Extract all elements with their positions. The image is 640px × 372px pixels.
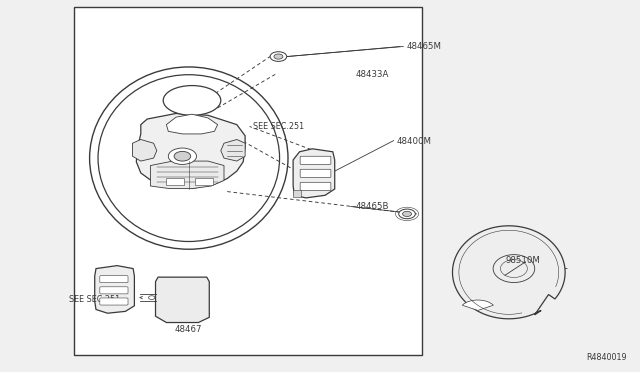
Text: SEE SEC.251: SEE SEC.251 [69, 295, 120, 304]
Polygon shape [150, 161, 224, 189]
Circle shape [270, 52, 287, 61]
Text: 48465M: 48465M [406, 42, 442, 51]
Text: 48465B: 48465B [355, 202, 388, 211]
Circle shape [174, 151, 191, 161]
FancyBboxPatch shape [100, 298, 128, 305]
Text: 48400M: 48400M [397, 137, 432, 146]
FancyBboxPatch shape [300, 169, 331, 177]
Bar [166, 178, 184, 185]
Text: 98510M: 98510M [506, 256, 540, 265]
Text: SEE SEC.251: SEE SEC.251 [253, 122, 304, 131]
Bar [293, 190, 301, 197]
Circle shape [148, 296, 155, 299]
Polygon shape [166, 114, 218, 134]
Bar [74, 7, 422, 355]
Wedge shape [462, 300, 493, 310]
Polygon shape [95, 266, 134, 313]
Text: 48433A: 48433A [355, 70, 388, 79]
Polygon shape [293, 149, 335, 198]
Polygon shape [136, 113, 245, 188]
Circle shape [403, 211, 412, 217]
Ellipse shape [163, 86, 221, 115]
Text: 48467: 48467 [175, 325, 202, 334]
FancyBboxPatch shape [100, 287, 128, 294]
FancyBboxPatch shape [300, 182, 331, 190]
FancyBboxPatch shape [100, 276, 128, 283]
Text: R4840019: R4840019 [587, 353, 627, 362]
Polygon shape [221, 140, 245, 161]
Circle shape [399, 209, 415, 219]
Ellipse shape [90, 67, 288, 249]
Polygon shape [452, 226, 565, 319]
Polygon shape [132, 140, 157, 161]
Circle shape [168, 148, 196, 164]
Circle shape [274, 54, 283, 59]
Bar [195, 178, 213, 185]
Polygon shape [156, 277, 209, 323]
FancyBboxPatch shape [300, 156, 331, 164]
